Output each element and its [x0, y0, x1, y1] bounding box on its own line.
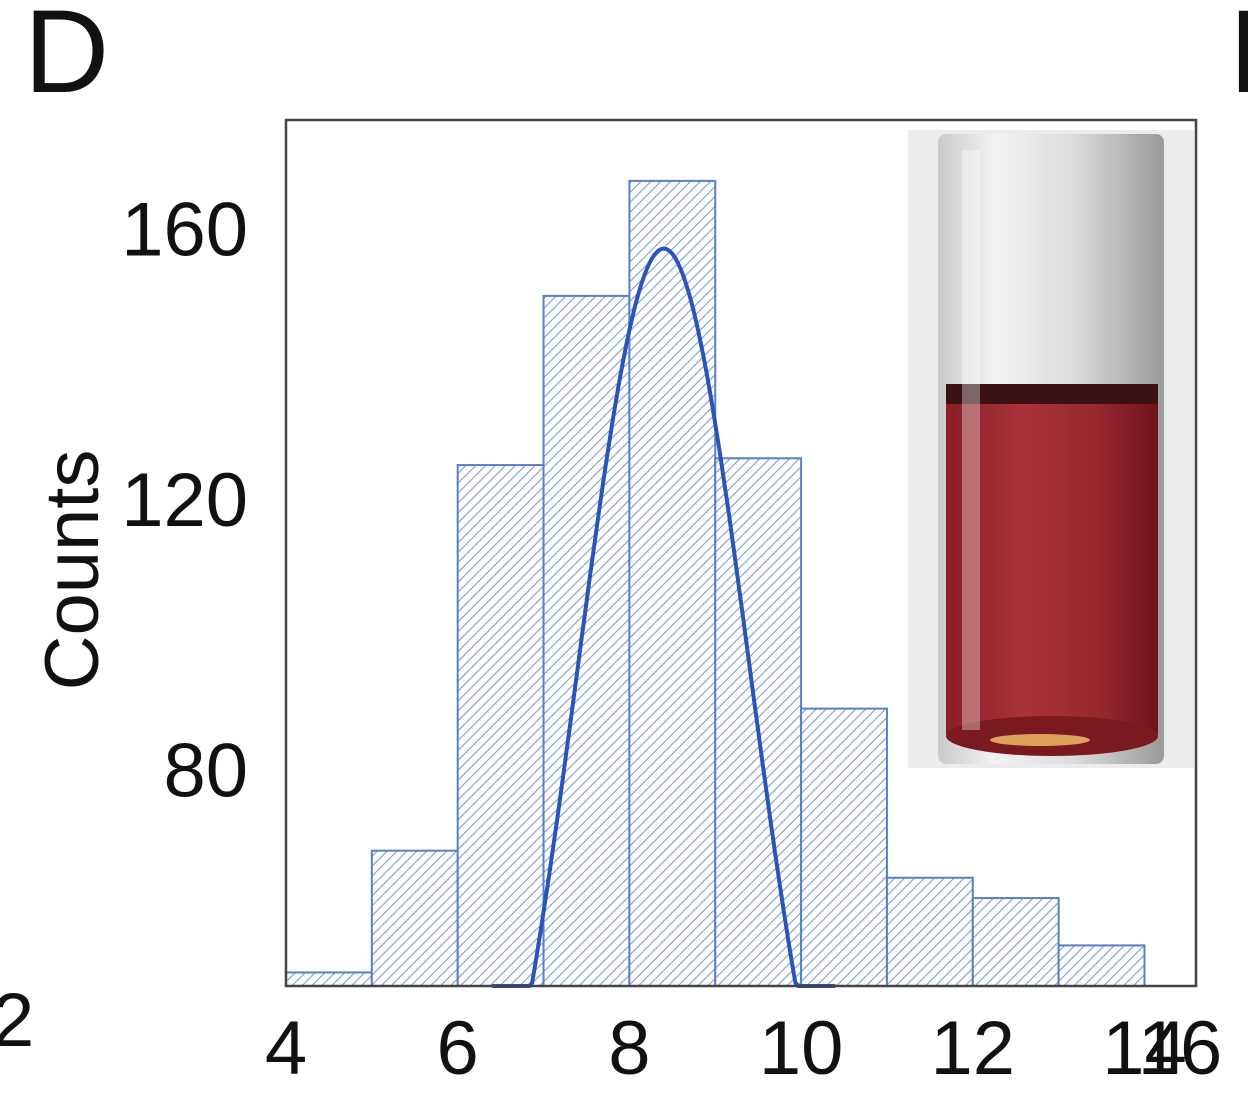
x-tick-label: 14 [1102, 1006, 1187, 1091]
inset-vial-photo [908, 130, 1194, 768]
gaussian-fit-curve [492, 246, 836, 988]
x-tick-label: 12 [931, 1006, 1016, 1091]
prev-panel-tick: 2 [0, 978, 34, 1063]
histogram-bar-9 [1057, 944, 1146, 987]
x-tick-label: 8 [608, 1006, 650, 1091]
y-tick-label: 120 [121, 458, 248, 543]
histogram-bar-8 [971, 897, 1060, 987]
y-axis-ticks: 80 120 160 [121, 187, 248, 813]
y-tick-label: 80 [163, 729, 248, 814]
next-panel-letter: I [1228, 0, 1248, 118]
histogram-bar-6 [800, 707, 888, 987]
y-tick-label: 160 [121, 187, 248, 272]
plot-frame [284, 118, 1198, 988]
histogram-bar-2 [456, 464, 545, 987]
x-tick-label: 6 [437, 1006, 479, 1091]
histogram-bar-0 [285, 971, 373, 987]
histogram-bar-4 [628, 179, 717, 987]
x-tick-label: 16 [1138, 1006, 1223, 1091]
panel-letter: D [24, 0, 109, 118]
histogram-bar-1 [370, 849, 459, 987]
x-tick-label: 4 [265, 1006, 307, 1091]
y-axis-title: Counts [30, 450, 115, 691]
x-tick-label: 10 [759, 1006, 844, 1091]
histogram-bar-7 [885, 876, 974, 987]
